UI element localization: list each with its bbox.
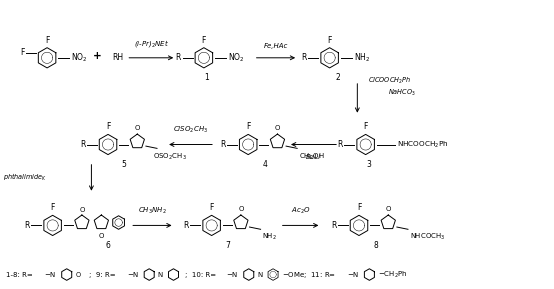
Text: 3: 3 xyxy=(366,160,371,169)
Text: phthalimide$_K$: phthalimide$_K$ xyxy=(3,172,47,183)
Text: F: F xyxy=(202,36,206,45)
Text: 6: 6 xyxy=(106,241,110,250)
Text: O: O xyxy=(386,206,391,212)
Text: OSO$_2$CH$_3$: OSO$_2$CH$_3$ xyxy=(153,152,187,162)
Text: 8: 8 xyxy=(373,241,378,250)
Text: $-$N: $-$N xyxy=(227,270,239,279)
Text: (i-Pr)$_2$NEt: (i-Pr)$_2$NEt xyxy=(134,38,169,49)
Text: BuLi: BuLi xyxy=(306,154,321,160)
Text: R: R xyxy=(220,140,225,149)
Text: F: F xyxy=(246,123,250,131)
Text: $-$N: $-$N xyxy=(347,270,360,279)
Text: NH$_2$: NH$_2$ xyxy=(262,231,277,242)
Text: R: R xyxy=(331,221,336,230)
Text: RH: RH xyxy=(112,53,124,62)
Text: $-$CH$_2$Ph: $-$CH$_2$Ph xyxy=(378,269,407,280)
Text: NaHCO$_3$: NaHCO$_3$ xyxy=(388,87,416,98)
Text: R: R xyxy=(301,53,307,62)
Text: 5: 5 xyxy=(121,160,126,169)
Text: ;  9: R=: ; 9: R= xyxy=(89,272,116,277)
Text: NO$_2$: NO$_2$ xyxy=(71,51,88,64)
Text: N: N xyxy=(257,272,263,277)
Text: CH$_3$NH$_2$: CH$_3$NH$_2$ xyxy=(138,206,167,216)
Text: O: O xyxy=(79,207,85,213)
Text: F: F xyxy=(209,203,214,212)
Text: R: R xyxy=(24,221,30,230)
Text: +: + xyxy=(93,51,101,61)
Text: F: F xyxy=(45,36,49,45)
Text: O: O xyxy=(99,233,104,239)
Text: NH$_2$: NH$_2$ xyxy=(353,51,370,64)
Text: R: R xyxy=(80,140,85,149)
Text: F: F xyxy=(327,36,332,45)
Text: 4: 4 xyxy=(263,160,267,169)
Text: NHCOCH$_3$: NHCOCH$_3$ xyxy=(409,231,445,242)
Text: $-$N: $-$N xyxy=(127,270,139,279)
Text: 1: 1 xyxy=(204,73,209,82)
Text: O: O xyxy=(275,125,280,131)
Text: F: F xyxy=(50,203,55,212)
Text: $-$OMe;  11: R=: $-$OMe; 11: R= xyxy=(281,270,336,279)
Text: CH$_2$OH: CH$_2$OH xyxy=(299,151,325,162)
Text: 7: 7 xyxy=(226,241,230,250)
Text: F: F xyxy=(363,123,368,131)
Text: 2: 2 xyxy=(336,73,340,82)
Text: R: R xyxy=(337,140,343,149)
Text: O: O xyxy=(76,272,81,277)
Text: ClCOOCH$_2$Ph: ClCOOCH$_2$Ph xyxy=(368,76,412,86)
Text: NHCOOCH$_2$Ph: NHCOOCH$_2$Ph xyxy=(397,139,448,150)
Text: N: N xyxy=(158,272,163,277)
Text: Fe,HAc: Fe,HAc xyxy=(264,42,288,49)
Text: R: R xyxy=(176,53,181,62)
Text: F: F xyxy=(357,203,361,212)
Text: O: O xyxy=(135,125,140,131)
Text: F: F xyxy=(20,48,24,57)
Text: NO$_2$: NO$_2$ xyxy=(228,51,244,64)
Text: R: R xyxy=(183,221,189,230)
Text: ClSO$_2$CH$_3$: ClSO$_2$CH$_3$ xyxy=(173,125,208,135)
Text: Ac$_2$O: Ac$_2$O xyxy=(291,206,310,216)
Text: ;  10: R=: ; 10: R= xyxy=(185,272,216,277)
Text: F: F xyxy=(106,123,110,131)
Text: 1-8: R=: 1-8: R= xyxy=(6,272,32,277)
Text: O: O xyxy=(238,206,244,212)
Text: $-$N: $-$N xyxy=(44,270,57,279)
